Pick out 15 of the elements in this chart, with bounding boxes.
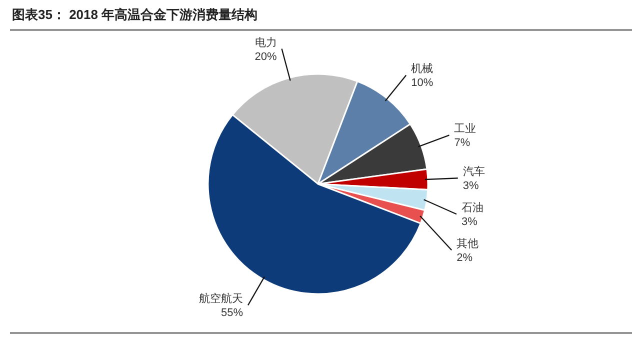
data-label: 55% [220,307,244,320]
slice-label: 航空航天 [199,292,243,306]
data-label: 20% [254,50,277,63]
data-label: 3% [462,216,478,228]
slice-label: 石油 [462,201,484,214]
slice-label: 其他 [456,237,479,250]
data-label: 7% [454,137,470,150]
slice-label: 机械 [411,62,434,76]
slice-label: 电力 [254,36,277,49]
data-label: 3% [462,180,479,192]
data-label: 10% [411,77,434,90]
data-label: 2% [456,252,473,264]
slice-label: 汽车 [462,165,485,178]
slice-label: 工业 [454,122,476,136]
chart-title: 图表35： 2018 年高温合金下游消费量结构 [12,7,258,22]
